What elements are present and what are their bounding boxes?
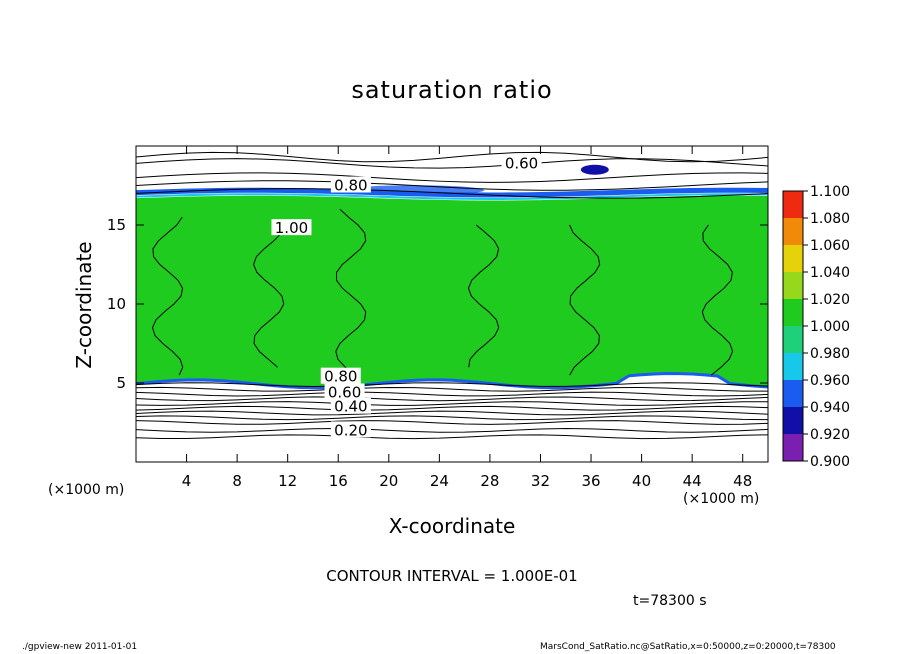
contour-vertical <box>151 216 184 376</box>
contour-label: 1.00 <box>275 219 308 237</box>
saturation-field <box>135 164 769 390</box>
contour-upper <box>135 151 769 163</box>
x-unit-left: (×1000 m) <box>48 482 125 498</box>
colorbar-label: 0.980 <box>810 346 850 362</box>
contour-label: 0.20 <box>334 421 367 439</box>
x-tick-label: 8 <box>232 472 242 490</box>
undersaturated-patch <box>580 164 609 175</box>
contour-lower <box>135 410 769 416</box>
chart-title: saturation ratio <box>351 76 553 104</box>
contour-label: 0.60 <box>328 383 361 401</box>
contour-lower <box>135 405 769 411</box>
colorbar-segment <box>783 299 803 326</box>
x-unit-right: (×1000 m) <box>683 491 760 507</box>
y-tick-label: 15 <box>107 216 126 234</box>
colorbar-segment <box>783 218 803 245</box>
contour-lower <box>135 391 769 397</box>
contour-vertical <box>467 224 500 368</box>
colorbar-label: 1.040 <box>810 265 850 281</box>
colorbar-label: 1.060 <box>810 238 850 254</box>
contour-lower <box>135 415 769 421</box>
footer-command: ./gpview-new 2011-01-01 <box>22 642 138 652</box>
contour-label-bg <box>330 176 371 193</box>
x-tick-label: 44 <box>683 472 702 490</box>
colorbar-segment <box>783 380 803 407</box>
colorbar-segment <box>783 434 803 461</box>
contour-upper <box>135 172 769 183</box>
upper-fringe-cyan <box>135 193 769 200</box>
x-tick-label: 4 <box>182 472 192 490</box>
contour-lower <box>135 396 769 402</box>
footer-source: MarsCond_SatRatio.nc@SatRatio,x=0:50000,… <box>540 642 836 652</box>
contour-interval-note: CONTOUR INTERVAL = 1.000E-01 <box>326 567 578 585</box>
contour-lines <box>135 151 769 440</box>
saturated-region <box>136 195 768 387</box>
colorbar-label: 1.020 <box>810 292 850 308</box>
contour-lower <box>135 401 769 406</box>
contour-label: 0.80 <box>334 177 367 195</box>
contour-lower <box>135 434 769 440</box>
contour-label-bg <box>271 219 312 236</box>
contour-vertical <box>701 224 734 376</box>
contour-lower <box>135 386 769 392</box>
contour-vertical <box>335 208 367 376</box>
y-ticks: 5 10 15 <box>107 216 768 392</box>
contour-vertical <box>569 224 601 376</box>
x-tick-label: 24 <box>430 472 449 490</box>
contour-lower <box>135 420 769 425</box>
contour-lower <box>135 382 769 387</box>
colorbar-label: 1.100 <box>810 184 850 200</box>
x-tick-label: 28 <box>480 472 499 490</box>
time-label: t=78300 s <box>633 593 707 609</box>
contour-upper <box>135 158 769 169</box>
upper-fringe <box>135 187 769 198</box>
colorbar-segment <box>783 326 803 353</box>
colorbar: 0.900 0.920 0.940 0.960 0.980 1.000 1.020 1.040… <box>782 184 850 470</box>
contour-upper <box>135 180 769 191</box>
x-ticks: 4 8 12 16 20 24 28 32 36 40 44 48 <box>182 146 752 490</box>
contour-vertical <box>253 224 285 368</box>
y-tick-label: 5 <box>116 374 126 392</box>
colorbar-segment <box>783 245 803 272</box>
x-tick-label: 20 <box>379 472 398 490</box>
x-tick-label: 48 <box>733 472 752 490</box>
colorbar-segment <box>783 353 803 380</box>
contour-label: 0.40 <box>334 398 367 416</box>
colorbar-label: 0.960 <box>810 373 850 389</box>
colorbar-segment <box>783 272 803 299</box>
x-tick-label: 40 <box>632 472 651 490</box>
colorbar-label: 0.900 <box>810 454 850 470</box>
contour-label-bg <box>320 367 361 384</box>
contour-label: 0.80 <box>324 368 357 386</box>
colorbar-label: 1.000 <box>810 319 850 335</box>
colorbar-segment <box>783 191 803 218</box>
x-tick-label: 32 <box>531 472 550 490</box>
colorbar-segment <box>783 407 803 434</box>
contour-upper <box>135 188 769 199</box>
lower-fringe <box>135 372 769 390</box>
contour-label-bg <box>501 154 542 171</box>
contour-labels: 0.600.801.000.800.600.400.20 <box>271 154 542 439</box>
contour-label-bg <box>324 383 365 400</box>
x-axis-label: X-coordinate <box>388 514 516 538</box>
y-tick-label: 10 <box>107 295 126 313</box>
x-tick-label: 16 <box>329 472 348 490</box>
colorbar-label: 0.920 <box>810 427 850 443</box>
colorbar-label: 1.080 <box>810 211 850 227</box>
contour-label-bg <box>330 421 371 438</box>
contour-label: 0.60 <box>505 154 538 172</box>
x-tick-label: 36 <box>581 472 600 490</box>
contour-lower <box>135 428 769 433</box>
colorbar-label: 0.940 <box>810 400 850 416</box>
x-tick-label: 12 <box>278 472 297 490</box>
contour-label-bg <box>330 397 371 414</box>
